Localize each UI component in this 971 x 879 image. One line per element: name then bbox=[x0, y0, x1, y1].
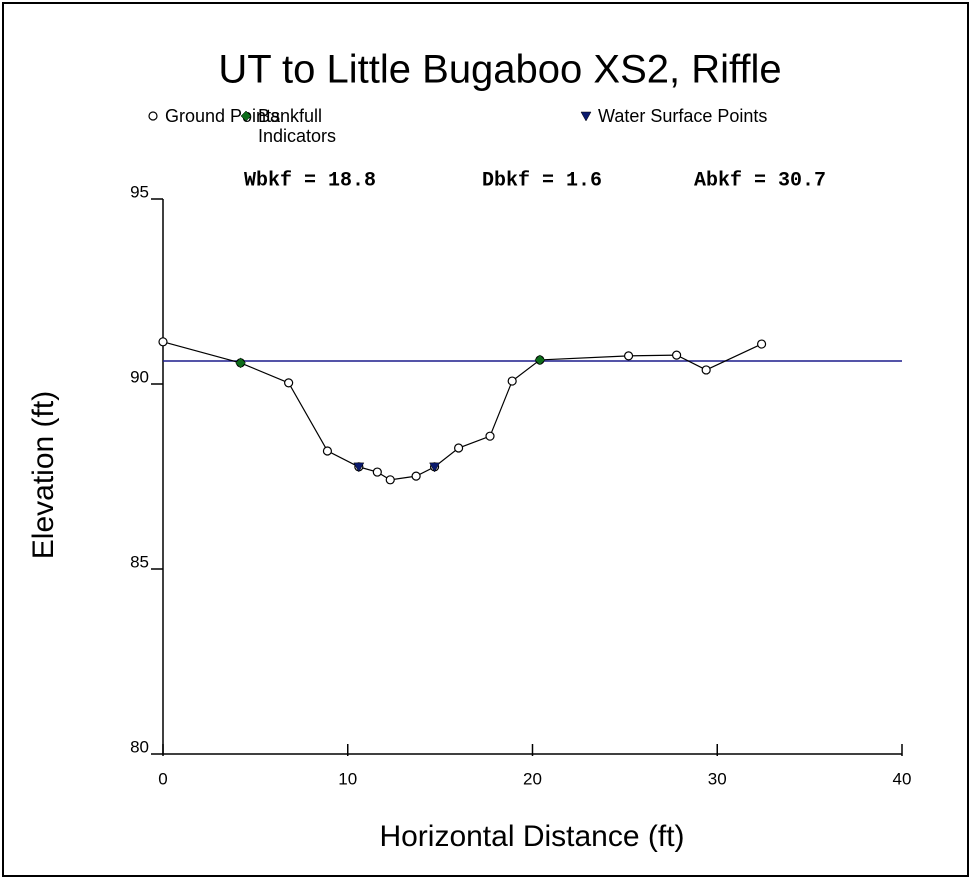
legend-marker bbox=[580, 111, 592, 122]
y-tick-label: 95 bbox=[130, 182, 149, 201]
ground-point bbox=[672, 350, 682, 360]
y-axis-label: Elevation (ft) bbox=[27, 391, 60, 559]
ground-point bbox=[507, 376, 517, 386]
legend-label: Bankfull Indicators bbox=[258, 106, 337, 146]
x-tick-label: 20 bbox=[523, 769, 542, 788]
ground-line bbox=[162, 341, 762, 481]
y-tick-label: 85 bbox=[130, 552, 149, 571]
legend-icon bbox=[148, 111, 158, 121]
ground-point bbox=[756, 339, 767, 349]
legend-label: Water Surface Points bbox=[598, 106, 768, 126]
ground-point bbox=[322, 446, 333, 456]
y-tick-label: 80 bbox=[130, 737, 149, 756]
legend-label: Ground Points bbox=[165, 106, 281, 126]
x-tick-label: 10 bbox=[338, 769, 357, 788]
ground-point bbox=[701, 365, 711, 375]
ground-point bbox=[284, 378, 294, 388]
stat-label: Dbkf = 1.6 bbox=[482, 169, 602, 192]
x-tick-label: 0 bbox=[158, 769, 167, 788]
stat-label: Abkf = 30.7 bbox=[694, 169, 826, 192]
chart-title: UT to Little Bugaboo XS2, Riffle bbox=[218, 48, 781, 92]
legend-icon bbox=[580, 111, 592, 122]
ground-point bbox=[372, 467, 382, 477]
bankfull-point bbox=[235, 357, 246, 369]
water-surface-point bbox=[353, 462, 365, 473]
water-surface-point bbox=[429, 462, 441, 473]
stat-label: Wbkf = 18.8 bbox=[244, 169, 376, 192]
y-tick-label: 90 bbox=[130, 367, 149, 386]
legend-marker bbox=[148, 111, 158, 121]
ground-point bbox=[485, 431, 495, 441]
ground-point bbox=[385, 475, 395, 485]
x-tick-label: 30 bbox=[708, 769, 727, 788]
bankfull-point bbox=[534, 354, 546, 366]
legend-icon bbox=[240, 110, 252, 122]
ground-point bbox=[623, 351, 634, 361]
ground-point bbox=[454, 443, 464, 453]
ground-point bbox=[411, 471, 421, 481]
x-tick-label: 40 bbox=[893, 769, 912, 788]
legend-marker bbox=[240, 110, 252, 122]
x-axis-label: Horizontal Distance (ft) bbox=[379, 820, 684, 853]
ground-point bbox=[158, 337, 168, 347]
